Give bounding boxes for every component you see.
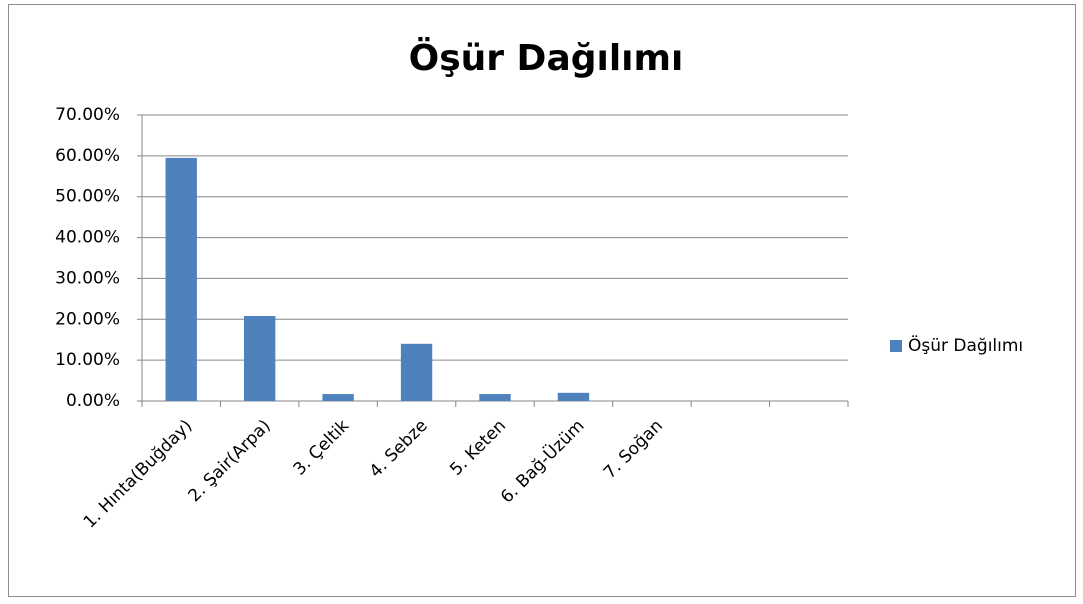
chart-title: Öşür Dağılımı [409, 37, 684, 79]
y-tick-label: 10.00% [55, 350, 120, 370]
y-tick-label: 50.00% [55, 187, 120, 207]
bar [165, 157, 197, 401]
y-tick-label: 30.00% [55, 268, 120, 288]
bar [400, 343, 433, 401]
y-tick-label: 40.00% [55, 228, 120, 248]
y-tick-label: 0.00% [66, 391, 120, 411]
bar [243, 316, 276, 401]
y-tick-label: 20.00% [55, 309, 120, 329]
bar [322, 394, 354, 401]
y-tick-label: 60.00% [55, 146, 120, 166]
y-tick-label: 70.00% [55, 105, 120, 125]
legend-label: Öşür Dağılımı [908, 334, 1023, 356]
bar [557, 392, 590, 401]
bar [479, 394, 511, 401]
legend-swatch [890, 340, 902, 352]
